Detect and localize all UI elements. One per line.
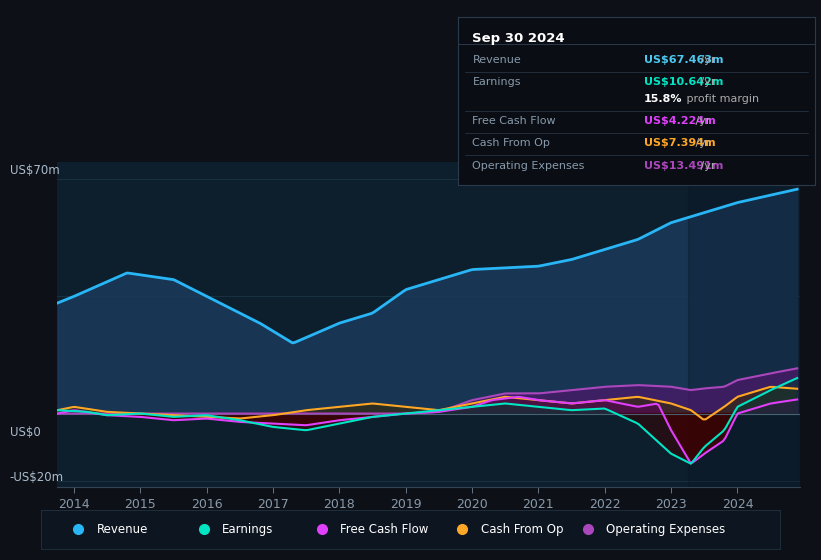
Text: US$67.463m: US$67.463m — [644, 55, 723, 66]
Text: Sep 30 2024: Sep 30 2024 — [472, 32, 565, 45]
Text: US$7.394m: US$7.394m — [644, 138, 715, 148]
Text: Operating Expenses: Operating Expenses — [472, 161, 585, 171]
Text: /yr: /yr — [692, 138, 710, 148]
Text: /yr: /yr — [697, 55, 716, 66]
Text: Cash From Op: Cash From Op — [481, 522, 563, 536]
Text: Earnings: Earnings — [472, 77, 521, 87]
Text: Revenue: Revenue — [472, 55, 521, 66]
Text: Free Cash Flow: Free Cash Flow — [472, 116, 556, 126]
Text: Earnings: Earnings — [222, 522, 273, 536]
Text: Revenue: Revenue — [97, 522, 148, 536]
Text: /yr: /yr — [697, 77, 716, 87]
Text: US$10.642m: US$10.642m — [644, 77, 723, 87]
Text: -US$20m: -US$20m — [10, 470, 64, 484]
Text: Free Cash Flow: Free Cash Flow — [341, 522, 429, 536]
Text: US$70m: US$70m — [10, 164, 60, 178]
Text: Operating Expenses: Operating Expenses — [606, 522, 726, 536]
Text: /yr: /yr — [697, 161, 716, 171]
Text: US$13.491m: US$13.491m — [644, 161, 723, 171]
Text: 15.8%: 15.8% — [644, 94, 682, 104]
Text: profit margin: profit margin — [683, 94, 759, 104]
Bar — [688, 162, 800, 487]
Text: /yr: /yr — [692, 116, 710, 126]
Text: US$4.224m: US$4.224m — [644, 116, 716, 126]
Text: US$0: US$0 — [10, 426, 40, 439]
Text: Cash From Op: Cash From Op — [472, 138, 550, 148]
